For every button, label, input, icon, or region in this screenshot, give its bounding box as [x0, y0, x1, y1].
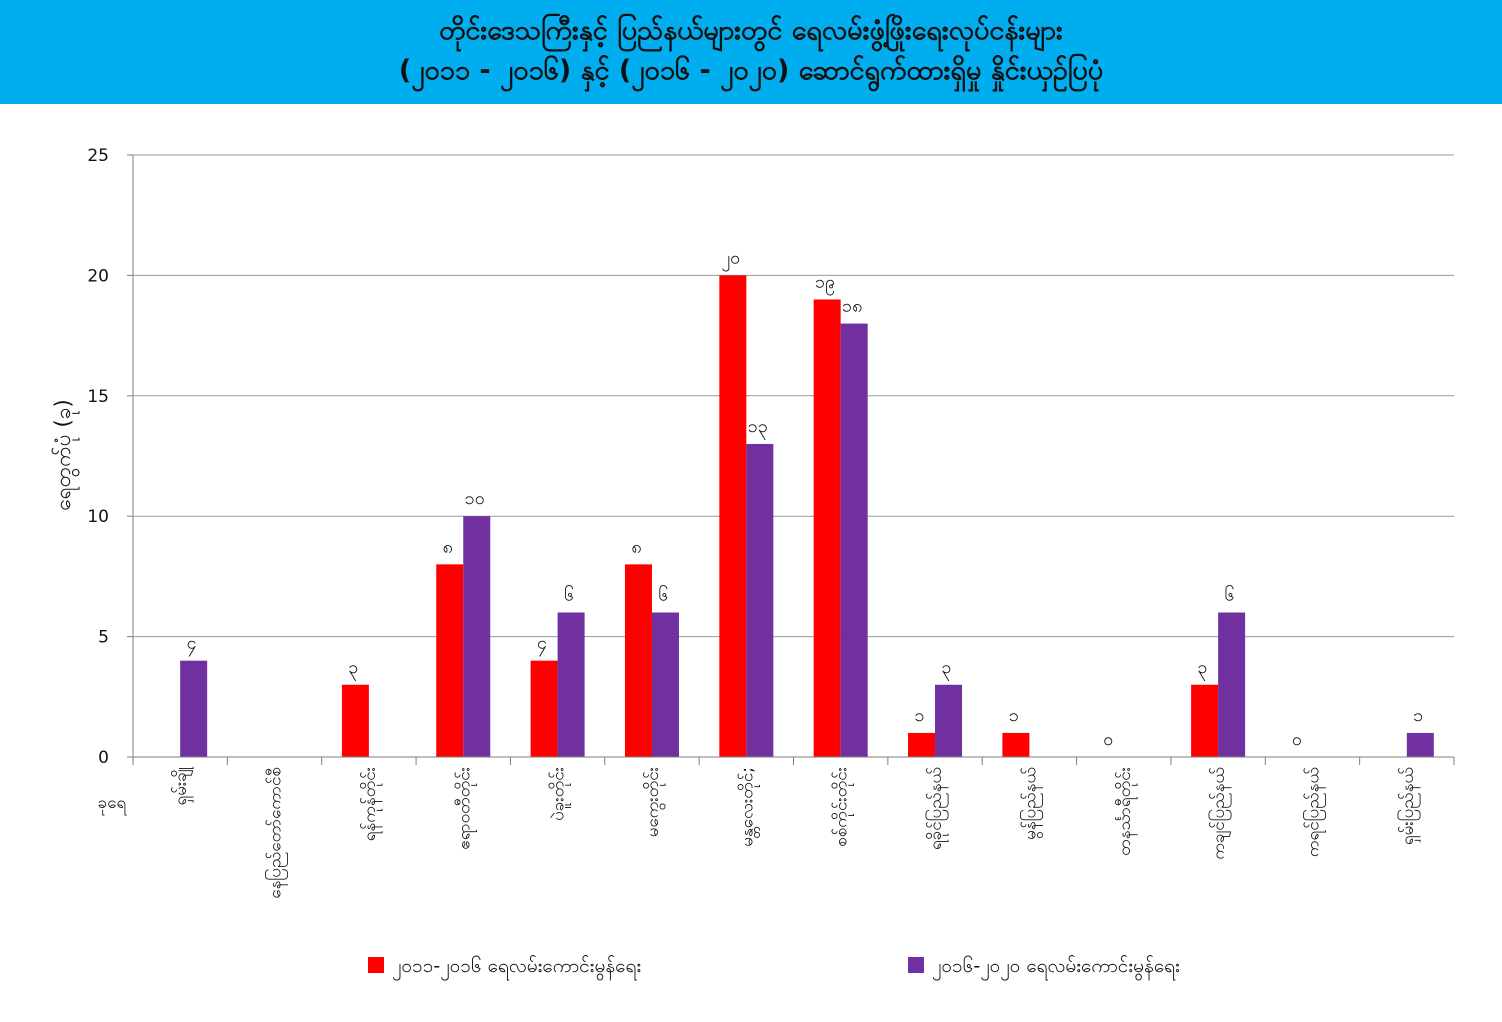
y-tick-label: 25	[87, 146, 109, 166]
y-tick-label: 0	[98, 748, 109, 768]
data-label-series1: ၁	[914, 705, 924, 726]
legend-label-series1: ၂၀၁၁-၂၀၁၆ ရေလမ်းကောင်းမွန်ရေး	[392, 954, 641, 981]
x-tick-label: ပဲခူးတိုင်း	[548, 767, 571, 821]
bar-series2	[557, 612, 585, 757]
data-label-series1: ၄	[537, 633, 547, 657]
gridlines	[133, 154, 1454, 638]
y-tick-label: 5	[98, 628, 109, 648]
bar-series2	[180, 660, 208, 757]
bars	[180, 275, 1434, 757]
y-tick-label: 20	[87, 266, 109, 286]
chart-title-banner: တိုင်းဒေသကြီးနှင့် ပြည်နယ်များတွင် ရေလမ်…	[0, 0, 1502, 106]
bar-series1	[1002, 732, 1030, 757]
data-label-series2: ၄	[187, 633, 197, 657]
y-tick-label: 15	[87, 387, 109, 407]
data-label-series2: ၆	[658, 585, 668, 606]
data-label-series1: ၂၀	[721, 247, 740, 271]
data-label-series2: ၆	[1225, 585, 1235, 606]
bar-series1	[530, 660, 558, 757]
bar-series1	[624, 564, 652, 757]
data-label-series1: ၀	[1103, 729, 1113, 750]
y-axis-label: ရေတွက်ပုံ (ခု)	[50, 399, 81, 510]
bar-series1	[908, 732, 936, 757]
y-axis-ticks: 0 5 10 15 20 25	[87, 146, 133, 768]
x-tick-label: ရန်ကုန်တိုင်း	[360, 767, 383, 841]
x-tick-label: တနင်္သာရီတိုင်း	[1115, 767, 1138, 856]
x-axis-label: ခုရေ	[98, 793, 128, 816]
data-label-series2: ၁၈	[842, 296, 862, 317]
x-tick-label: စစ်ကိုင်းတိုင်း	[832, 767, 855, 847]
data-label-series2: ၁၀	[465, 488, 485, 509]
x-tick-label: ကရင်ပြည်နယ်	[1301, 767, 1326, 857]
x-tick-label: မန္တလေးတိုင်;	[737, 767, 760, 847]
data-label-series1: ၃	[1198, 657, 1208, 681]
data-label-series2: ၁၃	[748, 416, 768, 440]
bar-series1	[341, 684, 369, 757]
bar-series2	[1406, 732, 1434, 757]
data-label-series1: ၁	[1009, 705, 1019, 726]
bar-series1	[436, 564, 464, 757]
legend-label-series2: ၂၀၁၆-၂၀၂၀ ရေလမ်းကောင်းမွန်ရေး	[932, 954, 1180, 981]
x-tick-label: ရှမ်းပြည်နယ်	[1396, 767, 1421, 845]
data-label-series1: ၁၉	[815, 271, 835, 295]
x-axis-ticks: ရှမ်းချို နေပြည်တော်ကောင်စီ ရန်ကုန်တိုင်း ဧ…	[132, 757, 1455, 899]
data-label-series1: ၈	[443, 536, 453, 557]
y-tick-label: 10	[87, 507, 109, 527]
x-tick-label: ကချင်ပြည်နယ်	[1207, 767, 1232, 860]
chart-title-line-2: (၂၀၁၁ - ၂၀၁၆) နှင့် (၂၀၁၆ - ၂၀၂၀) ဆောင်ရ…	[398, 55, 1104, 86]
x-tick-label: ဧရာဝတီတိုင်း	[454, 767, 477, 850]
bar-series2	[651, 612, 679, 757]
bar-series2	[746, 443, 774, 757]
bar-series2	[1218, 612, 1246, 757]
x-tick-label: မွန်ပြည်နယ်	[1018, 767, 1043, 840]
data-label-series2: ၆	[564, 585, 574, 606]
data-label-series1: ၃	[348, 657, 358, 681]
bar-series2	[935, 684, 963, 757]
bar-series1	[813, 299, 841, 757]
x-tick-label: ရှမ်းချို	[171, 765, 194, 805]
x-tick-label: မကွေးတိုင်း	[643, 767, 666, 837]
x-tick-label: နေပြည်တော်ကောင်စီ	[264, 767, 289, 899]
x-tick-label: ရခိုင်ပြည်နယ်	[924, 767, 949, 850]
data-label-series2: ၃	[941, 657, 951, 681]
legend-swatch-series2	[908, 957, 924, 973]
chart-title-line-1: တိုင်းဒေသကြီးနှင့် ပြည်နယ်များတွင် ရေလမ်…	[439, 15, 1063, 46]
legend: ၂၀၁၁-၂၀၁၆ ရေလမ်းကောင်းမွန်ရေး ၂၀၁၆-၂၀၂၀ ရ…	[368, 954, 1180, 981]
bar-series1	[1191, 684, 1219, 757]
data-label-series1: ၈	[631, 536, 641, 557]
data-label-series1: ၀	[1292, 729, 1302, 750]
bar-series2	[463, 516, 491, 757]
axes	[132, 155, 1454, 758]
bar-series2	[840, 323, 868, 757]
legend-swatch-series1	[368, 957, 384, 973]
data-label-series2: ၁	[1413, 705, 1423, 726]
bar-series1	[719, 275, 747, 757]
